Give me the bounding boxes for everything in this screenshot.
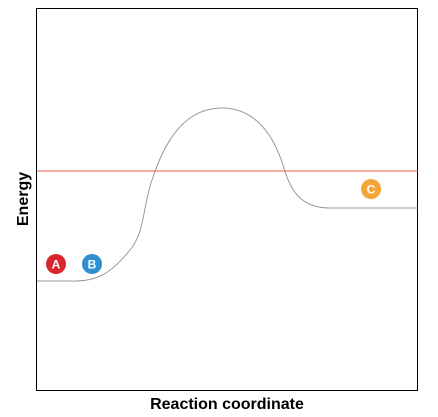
marker-a-label: A <box>52 258 61 272</box>
marker-b-label: B <box>88 258 97 272</box>
energy-curve <box>37 107 418 282</box>
marker-b-circle <box>82 254 102 274</box>
y-axis-label: Energy <box>15 172 32 226</box>
plot-frame <box>36 8 418 391</box>
marker-c-circle <box>361 179 381 199</box>
marker-c: C <box>361 179 381 199</box>
marker-a: A <box>46 254 66 274</box>
marker-b: B <box>82 254 102 274</box>
x-axis-label: Reaction coordinate <box>150 396 304 413</box>
marker-a-circle <box>46 254 66 274</box>
marker-c-label: C <box>367 183 376 197</box>
